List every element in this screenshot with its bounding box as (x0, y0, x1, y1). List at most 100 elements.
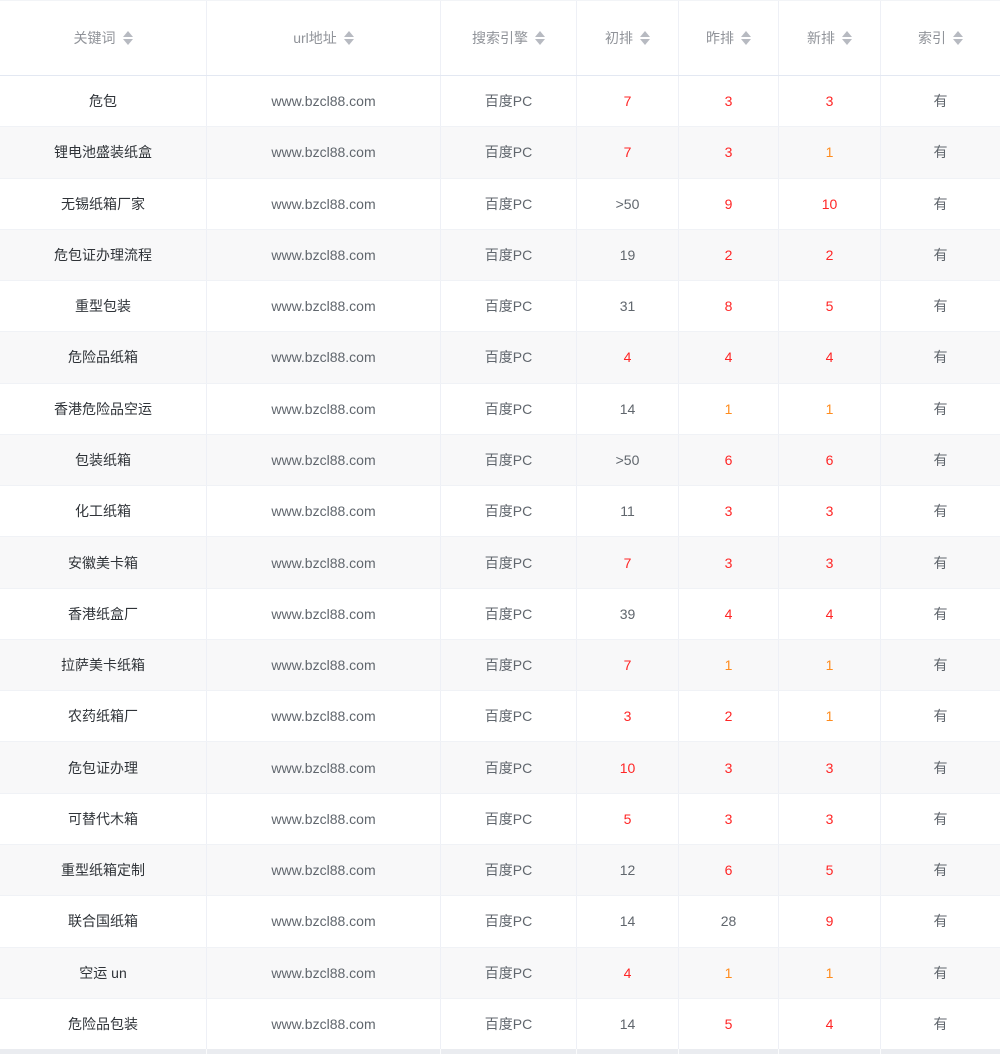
url-cell: www.bzcl88.com (207, 178, 441, 229)
column-header-label: 新排 (807, 30, 835, 46)
keyword-cell: 空运 un (0, 947, 207, 998)
index-cell: 有 (933, 93, 948, 110)
engine-cell: 百度PC (441, 178, 577, 229)
yesterday-rank-cell: 2 (679, 229, 779, 281)
new-rank-cell: 1 (779, 127, 881, 178)
yesterday-rank-cell: 8 (679, 281, 779, 332)
initial-rank-cell: 10 (577, 742, 679, 793)
yesterday-rank-cell: 3 (679, 793, 779, 844)
initial-rank-cell: 3 (577, 691, 679, 742)
new-rank-cell: 10 (779, 178, 881, 229)
sort-asc-icon (343, 31, 354, 37)
keyword-cell: 无锡纸箱厂家 (0, 178, 207, 229)
keyword-cell: 安徽美卡箱 (0, 537, 207, 588)
url-cell: www.bzcl88.com (207, 332, 441, 383)
url-cell: www.bzcl88.com (207, 793, 441, 844)
engine-cell: 百度PC (441, 434, 577, 486)
new-rank-cell: 1 (779, 639, 881, 691)
keyword-cell: 危险品包装 (0, 998, 207, 1050)
initial-rank-cell: 4 (577, 947, 679, 998)
table-row: 锂电池盛装纸盒 www.bzcl88.com 百度PC 7 3 1 有 (0, 127, 1000, 179)
initial-rank-cell: 14 (577, 998, 679, 1050)
column-header-initial[interactable]: 初排 (577, 1, 679, 75)
url-cell: www.bzcl88.com (207, 486, 441, 537)
new-rank-cell: 2 (779, 229, 881, 281)
new-rank-cell: 3 (779, 486, 881, 537)
engine-cell: 百度PC (441, 281, 577, 332)
table-row: 可替代木箱 www.bzcl88.com 百度PC 5 3 3 有 (0, 793, 1000, 845)
table-body: 危包 www.bzcl88.com 百度PC 7 3 3 有锂电池盛装纸盒 www.bzcl8… (0, 76, 1000, 1050)
url-cell: www.bzcl88.com (207, 691, 441, 742)
sort-icon[interactable] (953, 31, 963, 45)
table-row: 危包 www.bzcl88.com 百度PC 7 3 3 有 (0, 76, 1000, 128)
url-cell: www.bzcl88.com (207, 742, 441, 793)
new-rank-cell: 9 (779, 896, 881, 947)
sort-desc-icon (535, 39, 545, 45)
sort-icon[interactable] (842, 31, 852, 45)
column-header-label: 搜索引擎 (472, 30, 528, 46)
keyword-cell: 香港危险品空运 (0, 383, 207, 434)
next-row-cell-sliver (0, 1049, 207, 1054)
initial-rank-cell: 4 (577, 332, 679, 383)
index-cell: 有 (933, 862, 948, 879)
engine-cell: 百度PC (441, 229, 577, 281)
column-header-new[interactable]: 新排 (779, 1, 881, 75)
new-rank-cell: 4 (779, 998, 881, 1050)
table-row: 无锡纸箱厂家 www.bzcl88.com 百度PC >50 9 10 有 (0, 178, 1000, 230)
initial-rank-cell: 19 (577, 229, 679, 281)
engine-cell: 百度PC (441, 998, 577, 1050)
sort-icon[interactable] (535, 31, 545, 45)
column-header-index[interactable]: 索引 (881, 1, 1000, 75)
url-cell: www.bzcl88.com (207, 588, 441, 639)
index-cell: 有 (933, 554, 948, 571)
initial-rank-cell: 7 (577, 76, 679, 127)
column-header-url[interactable]: url地址 (207, 1, 441, 75)
index-cell: 有 (933, 810, 948, 827)
sort-asc-icon (953, 31, 963, 37)
index-cell: 有 (933, 913, 948, 930)
yesterday-rank-cell: 5 (679, 998, 779, 1050)
new-rank-cell: 6 (779, 434, 881, 486)
sort-icon[interactable] (741, 31, 751, 45)
yesterday-rank-cell: 2 (679, 691, 779, 742)
engine-cell: 百度PC (441, 844, 577, 896)
column-header-keyword[interactable]: 关键词 (0, 1, 207, 75)
next-row-sliver (0, 1049, 1000, 1054)
column-header-label: url地址 (293, 30, 337, 46)
keyword-cell: 可替代木箱 (0, 793, 207, 844)
sort-icon[interactable] (640, 31, 650, 45)
sort-asc-icon (640, 31, 650, 37)
column-header-engine[interactable]: 搜索引擎 (441, 1, 577, 75)
yesterday-rank-cell: 6 (679, 844, 779, 896)
engine-cell: 百度PC (441, 896, 577, 947)
index-cell: 有 (933, 503, 948, 520)
table-row: 农药纸箱厂 www.bzcl88.com 百度PC 3 2 1 有 (0, 691, 1000, 743)
sort-desc-icon (640, 39, 650, 45)
column-header-label: 昨排 (706, 30, 734, 46)
keyword-cell: 重型纸箱定制 (0, 844, 207, 896)
sort-icon[interactable] (343, 31, 354, 45)
initial-rank-cell: 14 (577, 896, 679, 947)
new-rank-cell: 3 (779, 742, 881, 793)
engine-cell: 百度PC (441, 588, 577, 639)
index-cell: 有 (933, 708, 948, 725)
table-row: 空运 un www.bzcl88.com 百度PC 4 1 1 有 (0, 947, 1000, 999)
engine-cell: 百度PC (441, 537, 577, 588)
engine-cell: 百度PC (441, 76, 577, 127)
engine-cell: 百度PC (441, 383, 577, 434)
new-rank-cell: 5 (779, 844, 881, 896)
new-rank-cell: 3 (779, 793, 881, 844)
sort-icon[interactable] (122, 31, 133, 45)
new-rank-cell: 1 (779, 691, 881, 742)
url-cell: www.bzcl88.com (207, 896, 441, 947)
yesterday-rank-cell: 9 (679, 178, 779, 229)
initial-rank-cell: 39 (577, 588, 679, 639)
next-row-cell-sliver (679, 1049, 779, 1054)
column-header-yesterday[interactable]: 昨排 (679, 1, 779, 75)
url-cell: www.bzcl88.com (207, 127, 441, 178)
keyword-cell: 香港纸盒厂 (0, 588, 207, 639)
sort-asc-icon (122, 31, 133, 37)
initial-rank-cell: 5 (577, 793, 679, 844)
index-cell: 有 (933, 657, 948, 674)
index-cell: 有 (933, 1015, 948, 1032)
